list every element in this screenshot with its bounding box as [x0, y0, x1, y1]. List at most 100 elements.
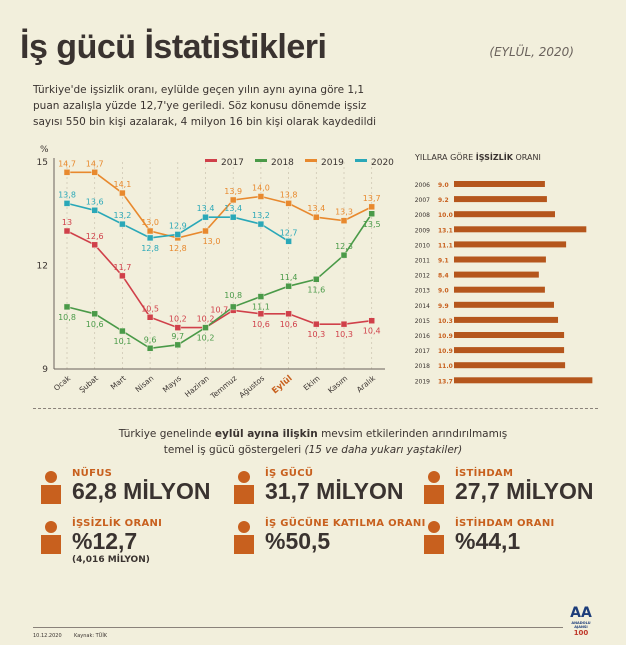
data-point-2020: [285, 238, 292, 245]
x-tick-label: Haziran: [183, 373, 211, 398]
x-tick-label: Ağustos: [237, 374, 266, 400]
stat-value: %12,7: [72, 528, 138, 554]
legend-swatch: [305, 159, 317, 162]
unemployed-icon: [36, 520, 66, 554]
population-icon: [36, 470, 66, 504]
x-tick-label: Eylül: [270, 374, 294, 397]
data-point-2020: [146, 234, 154, 242]
data-point-2017: [313, 320, 320, 328]
logo-sub: ANADOLU AJANSI: [571, 621, 591, 629]
legend-swatch: [205, 159, 217, 162]
data-label-2019: 14,7: [58, 159, 76, 168]
bar: [454, 316, 559, 323]
data-label-2019: 13,3: [335, 208, 353, 217]
series-line-2017: [66, 230, 372, 329]
employment-rate-icon: [419, 520, 449, 554]
bar-year-label: 2008: [415, 212, 430, 219]
data-label-2017: 10,5: [141, 304, 159, 313]
data-label-2017: 10,7: [210, 305, 228, 314]
data-label-2019: 13,4: [307, 204, 325, 213]
data-point-2019: [91, 169, 98, 176]
stat-4: İŞ GÜCÜNE KATILMA ORANI %50,5: [265, 518, 426, 553]
data-point-2020: [202, 213, 209, 221]
footer-source: Kaynak: TÜİK: [74, 633, 108, 639]
y-tick-label: 15: [37, 158, 48, 168]
legend-swatch: [355, 159, 367, 162]
data-label-2020: 13,4: [224, 204, 242, 213]
data-label-2020: 13,8: [58, 190, 76, 199]
data-point-2019: [257, 193, 265, 200]
data-label-2018: 11,6: [307, 285, 325, 294]
bar: [454, 286, 545, 293]
data-point-2017: [257, 310, 265, 318]
bar: [454, 301, 554, 308]
bar-year-label: 2007: [415, 197, 430, 204]
bar: [454, 181, 545, 187]
y-axis-label: %: [40, 145, 49, 155]
data-label-2018: 9,7: [171, 332, 184, 341]
bar-year-label: 2010: [415, 242, 430, 249]
participation-icon: [229, 520, 259, 554]
bar-value-label: 10.9: [438, 348, 453, 355]
x-tick-label: Aralık: [355, 373, 378, 394]
data-point-2019: [63, 169, 71, 176]
data-point-2018: [285, 282, 292, 290]
sub-bold: eylül ayına ilişkin: [214, 428, 318, 440]
sub-pre: Türkiye genelinde: [118, 428, 215, 440]
data-label-2020: 12,9: [169, 221, 187, 230]
bar-year-label: 2016: [415, 333, 430, 340]
logo-100: 100: [573, 629, 589, 637]
data-label-2020: 13,2: [252, 211, 270, 220]
data-label-2018: 13,5: [363, 220, 381, 229]
data-label-2020: 12,8: [141, 244, 159, 253]
stat-note: (4,016 MİLYON): [72, 555, 150, 565]
data-point-2020: [257, 220, 265, 228]
stat-value: 27,7 MİLYON: [455, 478, 594, 504]
data-label-2018: 11,4: [280, 273, 298, 282]
stat-label: İSTİHDAM: [455, 468, 514, 479]
y-tick-label: 12: [37, 262, 48, 272]
legend-label: 2020: [371, 158, 394, 168]
data-point-2017: [91, 241, 98, 249]
sub-line2: temel iş gücü göstergeleri: [163, 444, 305, 456]
y-tick-label: 9: [42, 365, 48, 375]
stat-1: İŞ GÜCÜ 31,7 MİLYON: [265, 468, 403, 503]
bar: [454, 362, 566, 369]
data-point-2019: [368, 203, 375, 211]
data-point-2020: [174, 231, 182, 238]
stat-label: İŞ GÜCÜNE KATILMA ORANI: [265, 518, 426, 529]
data-point-2020: [63, 200, 71, 207]
data-point-2017: [340, 320, 348, 328]
data-point-2017: [174, 324, 182, 331]
bar: [454, 347, 565, 354]
bar: [454, 226, 587, 233]
sub-italic: (15 ve daha yukarı yaştakiler): [304, 444, 463, 456]
bar-title-post: ORANI: [512, 153, 541, 162]
x-tick-label: Temmuz: [208, 374, 239, 402]
data-label-2017: 10,2: [197, 315, 215, 324]
data-point-2019: [340, 217, 348, 224]
data-label-2019: 13,0: [141, 218, 159, 227]
bar-year-label: 2018: [415, 363, 430, 370]
stat-0: NÜFUS 62,8 MİLYON: [72, 468, 210, 503]
footer-date: 10.12.2020: [33, 633, 62, 639]
data-label-2017: 10,4: [363, 327, 381, 336]
bar-value-label: 13.7: [438, 378, 453, 385]
data-point-2017: [63, 227, 71, 235]
bar-value-label: 9.0: [438, 288, 449, 295]
footer-line: [33, 627, 563, 628]
stat-value: %50,5: [265, 528, 331, 554]
bar: [454, 256, 546, 263]
bar-year-label: 2017: [415, 348, 430, 355]
data-point-2020: [119, 220, 126, 228]
data-point-2018: [91, 310, 98, 318]
stat-label: İŞ GÜCÜ: [265, 468, 314, 479]
bar: [454, 196, 547, 203]
data-label-2017: 10,2: [169, 315, 187, 324]
data-point-2019: [229, 196, 237, 204]
data-label-2018: 10,8: [224, 291, 242, 300]
data-point-2018: [313, 276, 320, 283]
data-point-2018: [119, 327, 126, 335]
data-point-2018: [146, 345, 154, 352]
